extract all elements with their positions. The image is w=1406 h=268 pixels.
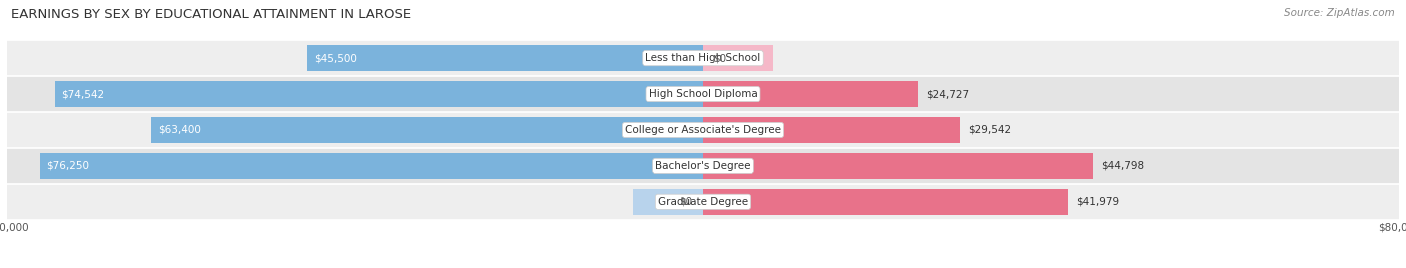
Bar xyxy=(307,45,703,71)
Text: $24,727: $24,727 xyxy=(927,89,970,99)
Text: $76,250: $76,250 xyxy=(46,161,90,171)
Text: High School Diploma: High School Diploma xyxy=(648,89,758,99)
Bar xyxy=(7,112,1399,148)
Bar xyxy=(39,153,703,179)
Bar xyxy=(703,153,1092,179)
Text: $0: $0 xyxy=(679,197,693,207)
Text: EARNINGS BY SEX BY EDUCATIONAL ATTAINMENT IN LAROSE: EARNINGS BY SEX BY EDUCATIONAL ATTAINMEN… xyxy=(11,8,412,21)
Text: $63,400: $63,400 xyxy=(159,125,201,135)
Text: $0: $0 xyxy=(713,53,727,63)
Bar xyxy=(7,184,1399,220)
Bar xyxy=(152,117,703,143)
Bar xyxy=(703,189,1069,215)
Text: $41,979: $41,979 xyxy=(1077,197,1119,207)
Text: $44,798: $44,798 xyxy=(1101,161,1144,171)
Bar xyxy=(703,81,918,107)
Text: Graduate Degree: Graduate Degree xyxy=(658,197,748,207)
Bar xyxy=(55,81,703,107)
Bar xyxy=(7,148,1399,184)
Text: Bachelor's Degree: Bachelor's Degree xyxy=(655,161,751,171)
Bar xyxy=(703,117,960,143)
Text: College or Associate's Degree: College or Associate's Degree xyxy=(626,125,780,135)
Text: Less than High School: Less than High School xyxy=(645,53,761,63)
Text: $45,500: $45,500 xyxy=(314,53,357,63)
Text: $29,542: $29,542 xyxy=(969,125,1011,135)
Bar xyxy=(7,76,1399,112)
Bar xyxy=(703,45,773,71)
Text: Source: ZipAtlas.com: Source: ZipAtlas.com xyxy=(1284,8,1395,18)
Text: $74,542: $74,542 xyxy=(62,89,104,99)
Bar xyxy=(7,40,1399,76)
Bar xyxy=(633,189,703,215)
